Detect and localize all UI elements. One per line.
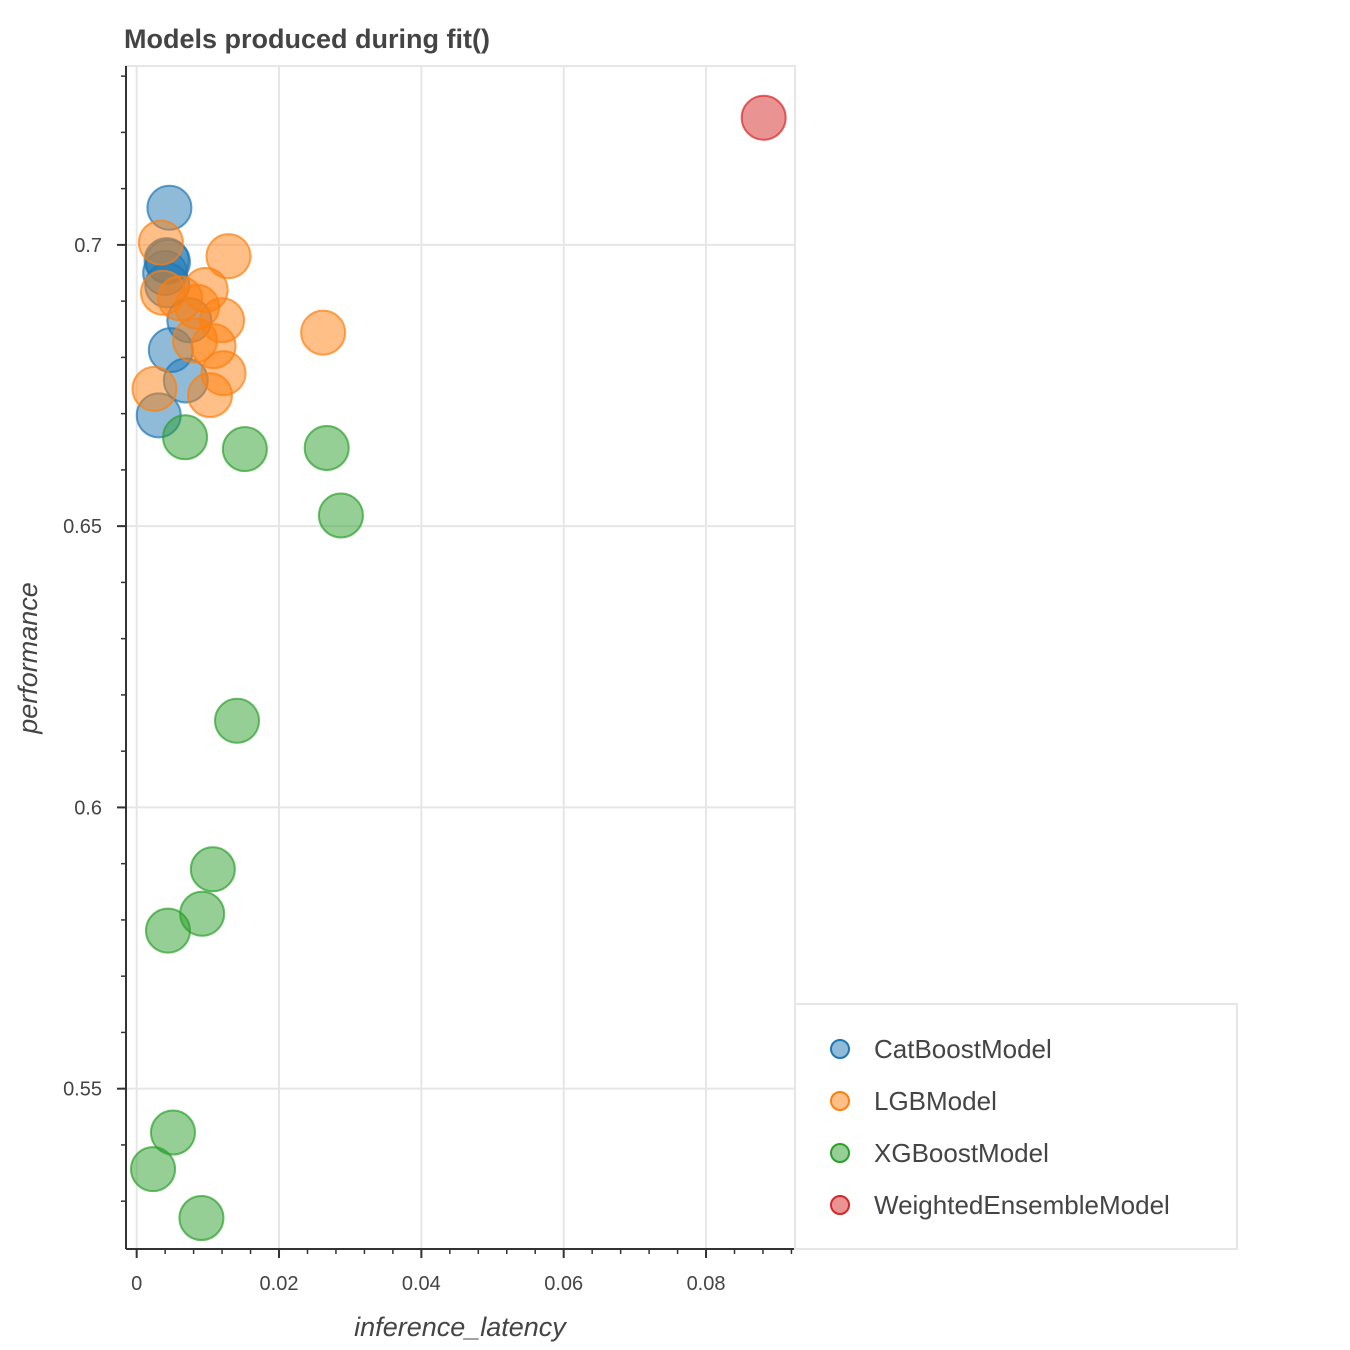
x-tick-label: 0.06: [544, 1273, 583, 1295]
data-point: [162, 414, 209, 461]
series-LGBModel: [131, 219, 347, 419]
legend: CatBoostModel LGBModel XGBoostModel Weighte…: [794, 1003, 1238, 1250]
data-points: [130, 94, 787, 1242]
legend-label: XGBoostModel: [874, 1138, 1049, 1168]
x-tick-label: 0.04: [402, 1273, 441, 1295]
x-tick-label: 0.08: [687, 1273, 726, 1295]
data-point: [317, 492, 364, 539]
legend-marker: [830, 1195, 850, 1215]
data-point: [186, 372, 233, 419]
data-point: [178, 1195, 225, 1242]
data-point: [300, 309, 347, 356]
data-point: [131, 365, 178, 412]
x-tick-label: 0.02: [260, 1273, 299, 1295]
legend-box: [794, 1003, 1238, 1250]
y-tick-label: 0.7: [74, 235, 102, 257]
x-tick-label: 0: [131, 1273, 142, 1295]
grid-lines: [126, 66, 795, 1249]
legend-label: WeightedEnsembleModel: [874, 1190, 1170, 1220]
y-axis-label: performance: [13, 582, 43, 735]
legend-label: LGBModel: [874, 1086, 997, 1116]
data-point: [205, 233, 252, 280]
y-tick-label: 0.55: [63, 1079, 102, 1101]
y-tick-label: 0.6: [74, 797, 102, 819]
data-point: [144, 907, 191, 954]
y-tick-label: 0.65: [63, 516, 102, 538]
legend-marker: [830, 1039, 850, 1059]
data-point: [303, 424, 350, 471]
data-point: [740, 94, 787, 141]
data-point: [137, 219, 184, 266]
axes: [117, 66, 795, 1258]
chart-title: Models produced during fit(): [124, 24, 490, 54]
x-tick-labels: 0 0.02 0.04 0.06 0.08: [131, 1273, 725, 1295]
legend-label: CatBoostModel: [874, 1034, 1052, 1064]
data-point: [214, 697, 261, 744]
data-point: [149, 1109, 196, 1156]
data-point: [221, 426, 268, 473]
y-tick-labels: 0.55 0.6 0.65 0.7: [63, 235, 102, 1101]
legend-marker: [830, 1091, 850, 1111]
legend-marker: [830, 1143, 850, 1163]
data-point: [130, 1146, 177, 1193]
series-XGBoostModel: [130, 414, 364, 1242]
data-point: [189, 846, 236, 893]
series-WeightedEnsembleModel: [740, 94, 787, 141]
x-axis-label: inference_latency: [354, 1312, 567, 1342]
